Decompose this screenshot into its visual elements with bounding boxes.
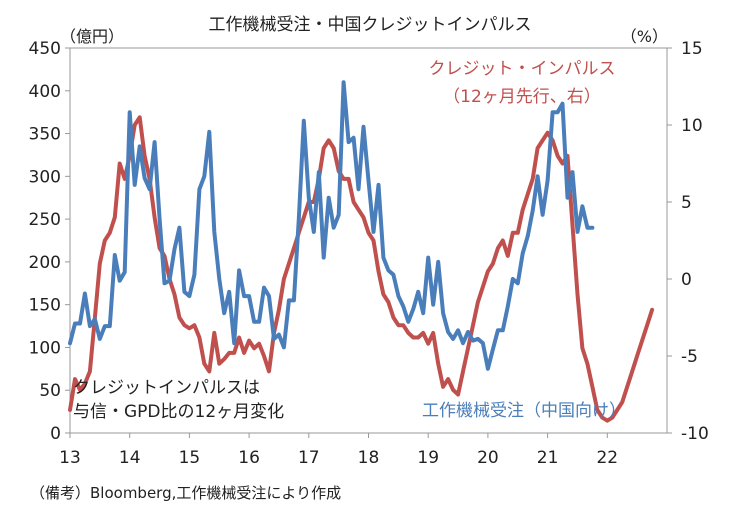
left-tick-label: 350 [29, 125, 61, 145]
series-line-credit-impulse [68, 115, 655, 423]
legend-credit-impulse-sub: （12ヶ月先行、右） [443, 87, 601, 107]
x-tick-label: 13 [59, 448, 81, 468]
left-tick-label: 50 [39, 381, 61, 401]
x-tick-label: 17 [298, 448, 320, 468]
left-tick-label: 0 [50, 424, 61, 444]
right-tick-label: 15 [681, 39, 703, 59]
right-tick-label: -10 [681, 424, 709, 444]
x-axis-ticks: 13 14 15 16 17 18 19 20 21 22 [59, 433, 618, 468]
note-line-1: クレジットインパルスは [73, 378, 260, 398]
legend-credit-impulse: クレジット・インパルス [429, 59, 616, 79]
x-tick-label: 14 [119, 448, 141, 468]
left-tick-label: 450 [29, 39, 61, 59]
series-line-machine-orders [68, 80, 595, 371]
chart-title: 工作機械受注・中国クレジットインパルス [209, 15, 532, 35]
left-tick-label: 200 [29, 253, 61, 273]
x-tick-label: 22 [596, 448, 618, 468]
left-tick-label: 400 [29, 82, 61, 102]
left-tick-label: 100 [29, 338, 61, 358]
right-tick-label: 0 [681, 270, 692, 290]
right-tick-label: -5 [681, 347, 698, 367]
left-axis-unit: （億円） [60, 27, 124, 46]
note-line-2: 与信・GPD比の12ヶ月変化 [73, 402, 284, 422]
left-tick-label: 150 [29, 296, 61, 316]
x-tick-label: 18 [358, 448, 380, 468]
x-tick-label: 15 [179, 448, 201, 468]
left-tick-label: 250 [29, 210, 61, 230]
x-tick-label: 16 [238, 448, 260, 468]
right-axis-ticks: -10 -5 0 5 10 15 [667, 39, 709, 444]
legend-machine-orders: 工作機械受注（中国向け） [422, 401, 626, 421]
x-tick-label: 21 [537, 448, 559, 468]
right-tick-label: 10 [681, 116, 703, 136]
right-axis-unit: （%） [621, 27, 668, 46]
left-tick-label: 300 [29, 167, 61, 187]
x-tick-label: 20 [477, 448, 499, 468]
left-axis-ticks: 0 50 100 150 200 250 300 350 400 450 [29, 39, 70, 444]
source-caption: （備考）Bloomberg,工作機械受注により作成 [30, 484, 341, 502]
x-tick-label: 19 [417, 448, 439, 468]
right-tick-label: 5 [681, 193, 692, 213]
